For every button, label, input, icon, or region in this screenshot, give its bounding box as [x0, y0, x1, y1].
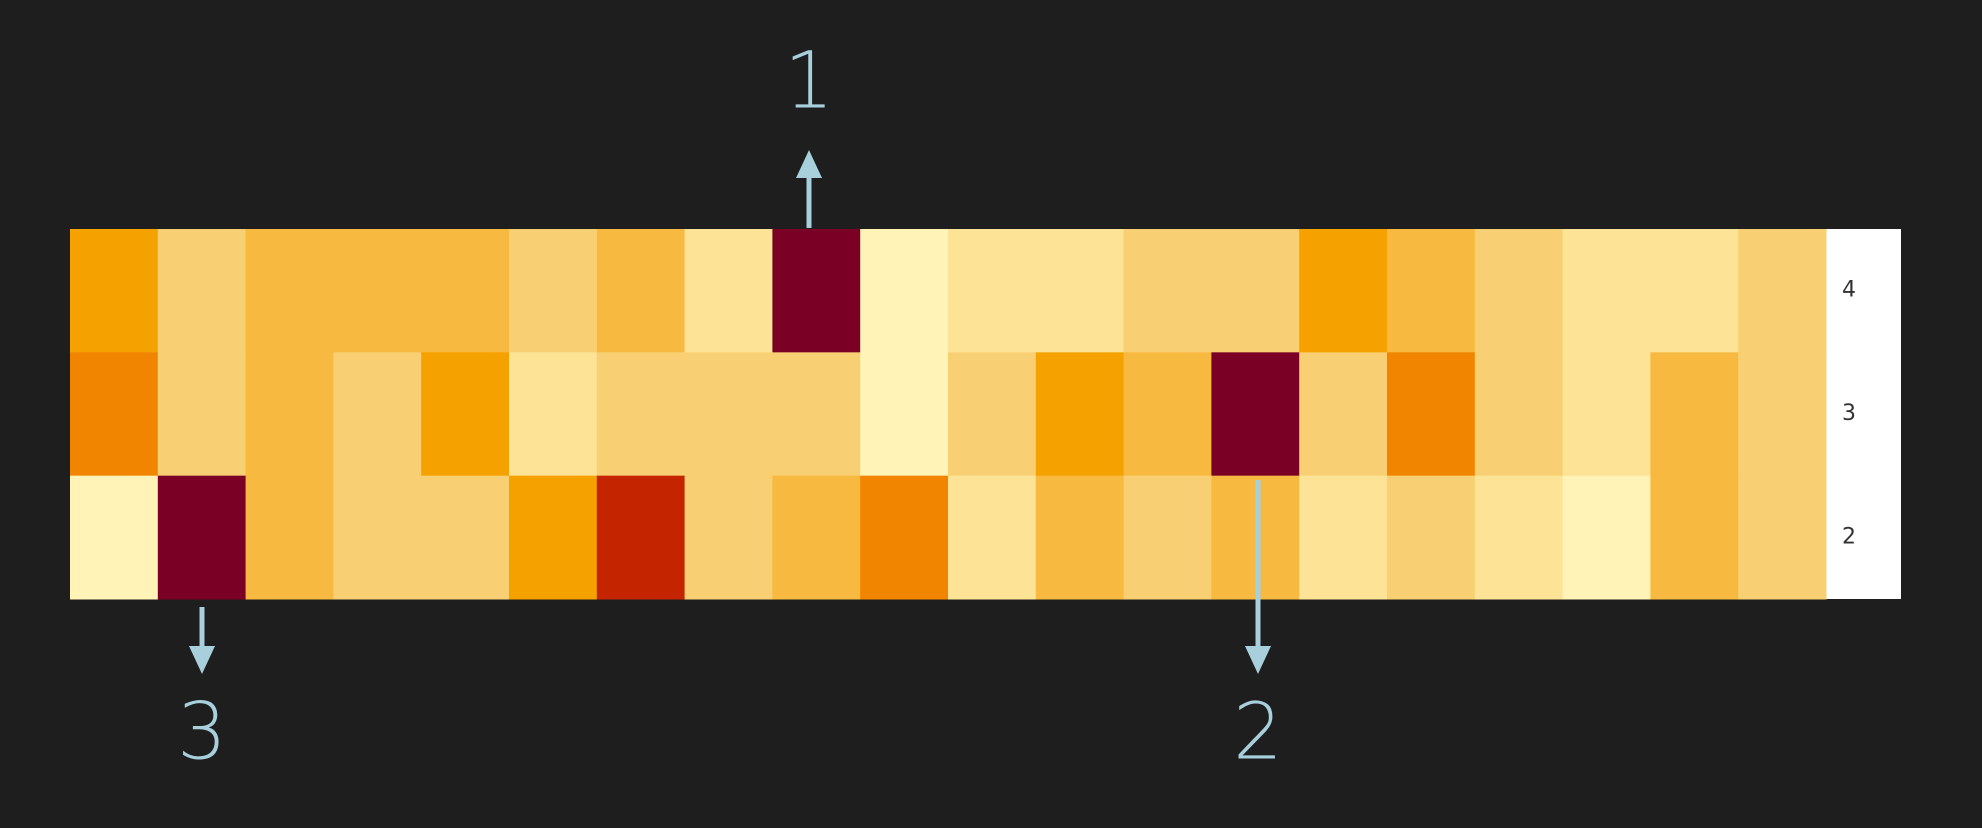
cell	[1123, 352, 1212, 477]
cell	[421, 229, 510, 353]
cell	[1211, 352, 1300, 477]
cell	[1474, 229, 1564, 353]
cell	[245, 475, 334, 600]
cell	[245, 229, 334, 353]
cell	[948, 352, 1037, 477]
cell	[1738, 352, 1827, 477]
cell	[1738, 475, 1827, 600]
cell	[1299, 229, 1388, 353]
cell	[1123, 475, 1212, 600]
cell	[948, 229, 1037, 353]
cell	[421, 475, 510, 600]
arrowhead	[796, 150, 822, 178]
cell	[1562, 229, 1651, 353]
cell	[1387, 352, 1476, 477]
cell	[509, 352, 598, 477]
arrowhead	[189, 646, 215, 674]
cell	[421, 352, 510, 477]
cell	[1474, 352, 1564, 477]
cell	[860, 352, 949, 477]
cell	[596, 352, 686, 477]
cell	[1123, 229, 1212, 353]
cell	[1650, 475, 1739, 600]
annotation-label: 3	[177, 688, 227, 778]
cell	[1387, 475, 1476, 600]
cell	[157, 229, 247, 353]
cell	[1035, 475, 1125, 600]
row-label: 3	[1842, 401, 1856, 426]
row-label: 2	[1842, 524, 1856, 549]
cell	[333, 352, 422, 477]
cell	[1035, 352, 1125, 477]
cell	[684, 229, 773, 353]
cell	[333, 475, 422, 600]
cell	[509, 229, 598, 353]
cells	[70, 229, 1827, 600]
cell	[948, 475, 1037, 600]
cell	[772, 475, 861, 600]
cell	[157, 475, 247, 600]
cell	[70, 352, 159, 477]
cell	[333, 229, 422, 353]
arrowhead	[1245, 646, 1271, 674]
cell	[596, 229, 686, 353]
cell	[860, 475, 949, 600]
cell	[1562, 475, 1651, 600]
cell	[1299, 475, 1388, 600]
annotation-label: 1	[784, 37, 834, 127]
annotation-label: 2	[1233, 688, 1283, 778]
cell	[596, 475, 686, 600]
cell	[860, 229, 949, 353]
cell	[245, 352, 334, 477]
cell	[772, 352, 861, 477]
cell	[1650, 352, 1739, 477]
row-label: 4	[1842, 278, 1856, 303]
cell	[772, 229, 861, 353]
cell	[1474, 475, 1564, 600]
cell	[1035, 229, 1125, 353]
cell	[70, 475, 159, 600]
cell	[1562, 352, 1651, 477]
cell	[70, 229, 159, 353]
cell	[684, 475, 773, 600]
cell	[1738, 229, 1827, 353]
cell	[1650, 229, 1739, 353]
cell	[1387, 229, 1476, 353]
cell	[684, 352, 773, 477]
cell	[1211, 229, 1300, 353]
cell	[509, 475, 598, 600]
cell	[1299, 352, 1388, 477]
cell	[157, 352, 247, 477]
